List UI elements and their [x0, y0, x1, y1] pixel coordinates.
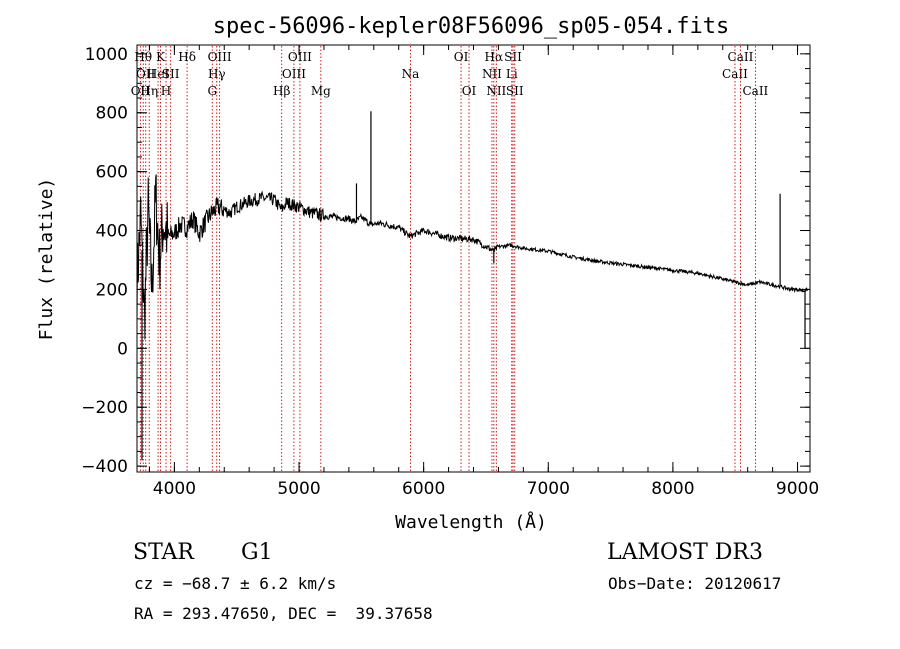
- spectrum-series: [136, 111, 808, 461]
- x-tick-label: 7000: [527, 479, 570, 499]
- line-marker-label: OI: [454, 50, 469, 64]
- line-marker-label: Li: [506, 67, 518, 81]
- line-marker-label: HeI: [147, 67, 170, 81]
- plot-frame: [136, 44, 811, 473]
- y-tick-label: −200: [81, 398, 128, 418]
- y-tick-label: 1000: [85, 45, 128, 65]
- line-marker-label: Mg: [311, 84, 331, 98]
- line-marker-label: OII: [131, 84, 151, 98]
- survey-name: LAMOST DR3: [607, 540, 763, 565]
- x-tick-label: 8000: [651, 479, 694, 499]
- line-marker-label: CaII: [728, 50, 754, 64]
- line-marker-label: NII: [482, 67, 502, 81]
- x-tick-label: 5000: [277, 479, 320, 499]
- line-marker-label: Hα: [485, 50, 504, 64]
- x-tick-label: 6000: [402, 479, 445, 499]
- emission-line-markers: OIIHθOIIHηHeIKHSIIHδGHγOIIIHβOIIIOIIIMgN…: [131, 46, 769, 471]
- y-tick-label: 0: [117, 339, 128, 359]
- line-marker-label: Hη: [140, 84, 158, 98]
- ra-dec-coordinates: RA = 293.47650, DEC = 39.37658: [134, 604, 433, 623]
- object-class: STAR: [133, 540, 194, 565]
- observation-date: Obs−Date: 20120617: [608, 574, 782, 593]
- line-marker-label: CaII: [742, 84, 768, 98]
- y-tick-label: 800: [96, 104, 128, 124]
- line-marker-label: H: [161, 84, 171, 98]
- y-tick-label: 400: [96, 222, 128, 242]
- plot-axes: [136, 44, 811, 473]
- object-subclass: G1: [241, 540, 273, 565]
- spectrum-line: [136, 174, 808, 340]
- x-tick-label: 4000: [153, 479, 196, 499]
- line-marker-label: Hγ: [208, 67, 226, 81]
- y-tick-label: 600: [96, 163, 128, 183]
- line-marker-label: G: [207, 84, 217, 98]
- line-marker-label: SII: [162, 67, 180, 81]
- x-tick-label: 9000: [776, 479, 819, 499]
- line-marker-label: OI: [462, 84, 477, 98]
- line-marker-label: Na: [402, 67, 420, 81]
- redshift-cz: cz = −68.7 ± 6.2 km/s: [134, 574, 337, 593]
- line-marker-label: CaII: [722, 67, 748, 81]
- chart-title: spec-56096-kepler08F56096_sp05-054.fits: [213, 14, 730, 39]
- line-marker-label: OIII: [208, 50, 232, 64]
- line-marker-label: Hβ: [273, 84, 290, 98]
- axis-ticks: 4000 5000 6000 7000 8000 9000 −400 −200 0 200 400 6…: [81, 45, 819, 499]
- y-tick-label: −400: [81, 457, 128, 477]
- y-tick-label: 200: [96, 280, 128, 300]
- line-marker-label: OIII: [288, 50, 312, 64]
- line-marker-label: Hδ: [178, 50, 196, 64]
- y-axis-label: Flux (relative): [36, 178, 57, 341]
- line-marker-label: OIII: [282, 67, 306, 81]
- x-axis-label: Wavelength (Å): [395, 511, 547, 533]
- line-marker-label: OII: [136, 67, 156, 81]
- line-marker-label: K: [156, 50, 166, 64]
- line-marker-label: SII: [506, 84, 524, 98]
- line-marker-label: NII: [486, 84, 506, 98]
- line-marker-label: SII: [504, 50, 522, 64]
